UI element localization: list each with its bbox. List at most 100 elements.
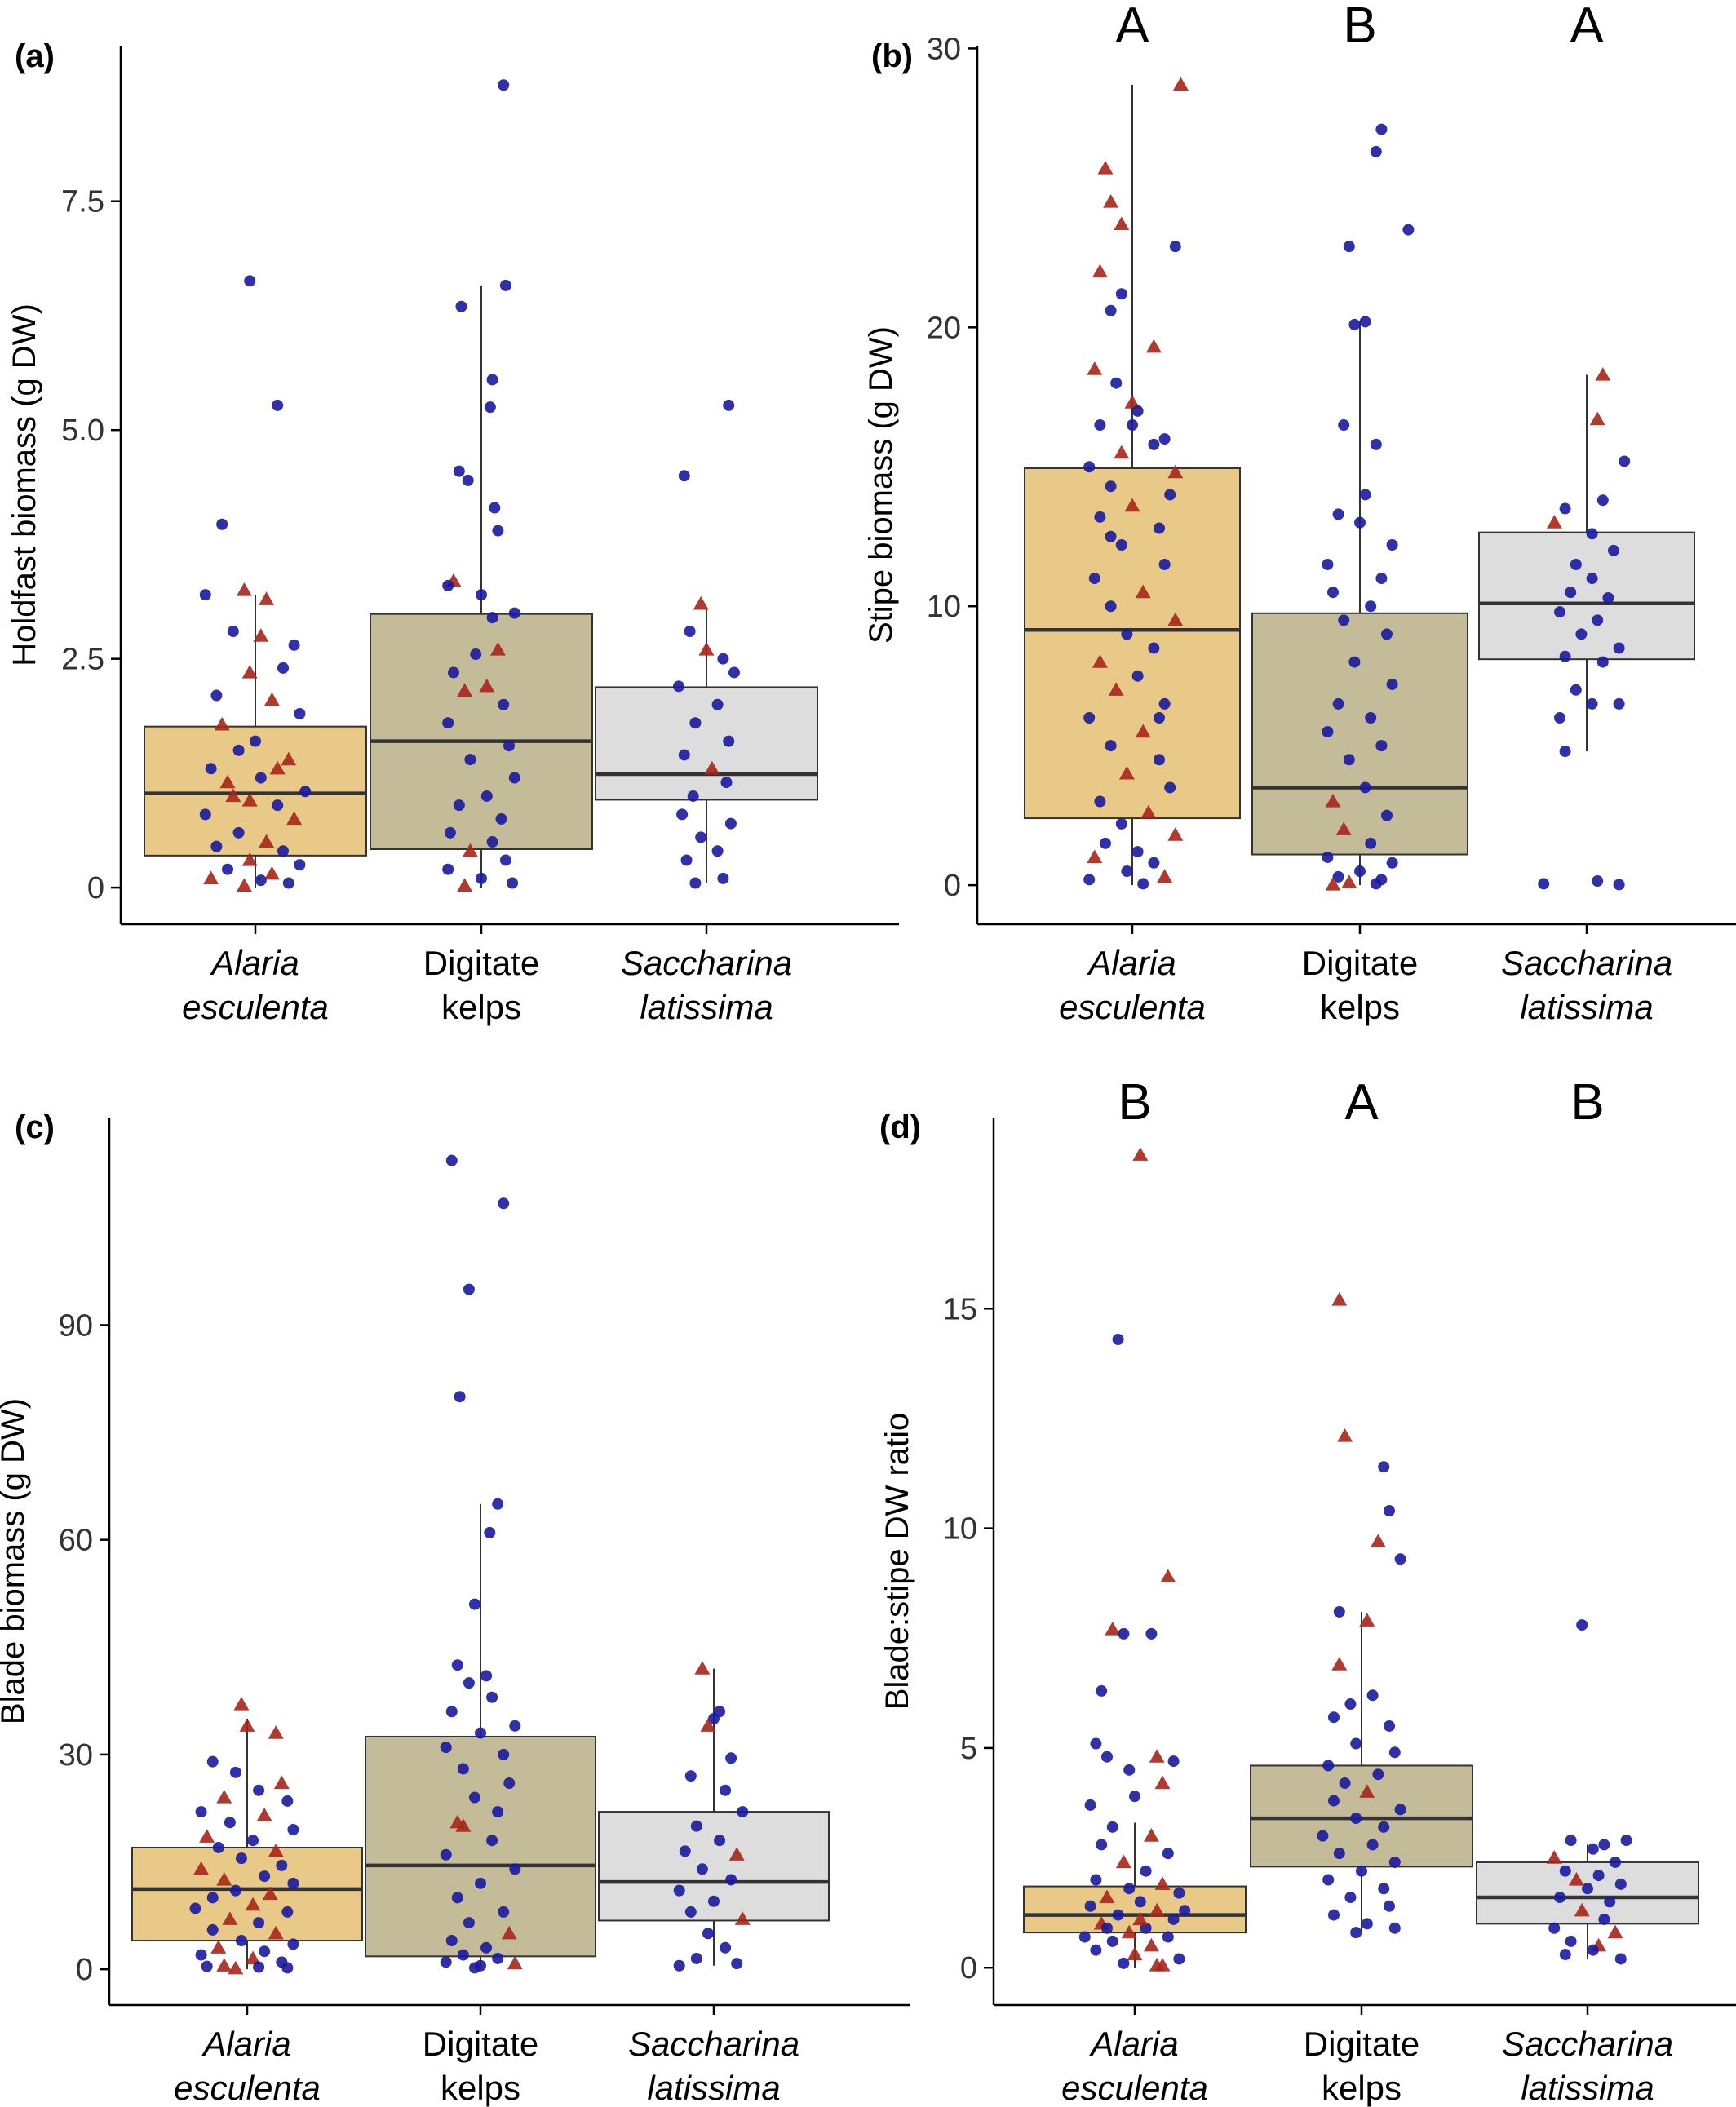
data-point-circle <box>451 1892 463 1904</box>
data-point-triangle <box>1341 874 1357 888</box>
data-point-triangle <box>216 1958 232 1972</box>
data-point-circle <box>680 854 693 866</box>
data-point-circle <box>720 777 733 789</box>
data-point-triangle <box>222 1911 238 1925</box>
data-point-circle <box>687 790 699 802</box>
data-point-circle <box>725 1874 737 1886</box>
data-point-circle <box>689 717 702 729</box>
data-point-circle <box>1132 405 1144 417</box>
data-point-circle <box>253 1917 265 1929</box>
data-point-triangle <box>216 1790 232 1804</box>
data-point-circle <box>445 1935 458 1947</box>
data-point-triangle <box>1114 445 1130 459</box>
data-point-circle <box>1592 614 1604 626</box>
data-point-circle <box>277 845 289 857</box>
data-point-circle <box>468 1791 480 1804</box>
data-point-circle <box>277 662 289 674</box>
y-axis-label: Blade biomass (g DW) <box>0 1398 31 1724</box>
data-point-circle <box>1158 433 1171 445</box>
data-point-circle <box>470 648 482 661</box>
data-point-circle <box>1083 711 1096 724</box>
data-point-circle <box>1162 1848 1174 1860</box>
data-point-circle <box>508 772 520 784</box>
data-point-circle <box>1565 1935 1577 1947</box>
data-point-circle <box>475 1877 486 1889</box>
x-tick-label-line2: kelps <box>1320 988 1400 1026</box>
data-point-circle <box>1110 377 1123 389</box>
data-point-circle <box>1388 1856 1401 1868</box>
data-point-triangle <box>1167 464 1184 479</box>
data-point-circle <box>1350 1927 1362 1939</box>
data-point-circle <box>281 1962 294 1974</box>
data-point-triangle <box>1149 1958 1165 1972</box>
box-0 <box>1024 467 1241 820</box>
data-point-circle <box>250 735 261 747</box>
data-point-circle <box>457 1763 469 1775</box>
data-point-circle <box>1344 1892 1357 1904</box>
data-point-circle <box>1372 1768 1384 1781</box>
data-point-triangle <box>462 843 478 857</box>
data-point-circle <box>492 1952 504 1964</box>
data-point-triangle <box>698 641 715 656</box>
data-point-triangle <box>1132 1911 1149 1926</box>
x-tick-label-line1: Alaria <box>201 2025 290 2063</box>
data-point-circle <box>206 1923 219 1936</box>
data-point-circle <box>1096 1684 1108 1697</box>
data-point-triangle <box>264 865 280 880</box>
data-point-circle <box>720 1784 732 1796</box>
data-point-circle <box>1384 1900 1395 1912</box>
data-point-triangle <box>1140 804 1157 819</box>
data-point-circle <box>503 740 515 752</box>
data-point-circle <box>1105 304 1117 316</box>
data-point-triangle <box>1157 869 1173 883</box>
y-tick-label: 0 <box>944 869 961 903</box>
data-point-circle <box>1378 1461 1390 1473</box>
data-point-circle <box>1359 316 1371 328</box>
data-point-circle <box>440 1956 452 1968</box>
data-point-circle <box>1094 795 1106 808</box>
x-tick-label-line1: Saccharina <box>621 944 792 982</box>
data-point-triangle <box>704 760 720 775</box>
data-point-circle <box>695 831 707 843</box>
data-point-circle <box>1575 628 1588 640</box>
box-1 <box>1251 612 1468 856</box>
data-point-circle <box>212 1841 224 1853</box>
data-point-circle <box>1137 878 1149 890</box>
data-point-circle <box>684 1770 697 1782</box>
y-axis-label: Holdfast biomass (g DW) <box>7 303 42 666</box>
data-point-circle <box>1370 145 1382 157</box>
data-point-circle <box>1084 1799 1096 1811</box>
data-point-circle <box>195 1949 207 1961</box>
y-axis-label: Stipe biomass (g DW) <box>863 326 899 644</box>
data-point-triangle <box>241 852 258 866</box>
data-point-circle <box>1322 558 1334 570</box>
data-point-triangle <box>281 751 297 766</box>
data-point-triangle <box>457 878 473 892</box>
data-point-triangle <box>1154 1876 1171 1891</box>
data-point-circle <box>1365 600 1377 613</box>
data-point-circle <box>1132 846 1144 858</box>
chart-panel-1: 0 10 20 30 Stipe biomass (g DW) (b) Alaria escu… <box>863 0 1736 1026</box>
data-point-triangle <box>501 1925 517 1940</box>
x-tick-label-line1: Digitate <box>423 2025 538 2063</box>
data-point-circle <box>1559 1865 1571 1877</box>
data-point-circle <box>1604 1896 1616 1908</box>
x-tick-label-line2: latissima <box>1521 2069 1654 2107</box>
data-point-circle <box>723 399 735 411</box>
data-point-triangle <box>259 591 275 605</box>
data-point-triangle <box>193 1861 210 1875</box>
data-point-circle <box>486 374 498 386</box>
data-point-triangle <box>1337 1428 1353 1442</box>
data-point-circle <box>1162 1931 1174 1943</box>
data-point-circle <box>475 1727 486 1739</box>
data-point-triangle <box>1132 1147 1149 1161</box>
data-point-triangle <box>1103 193 1119 208</box>
data-point-triangle <box>489 641 506 656</box>
data-point-triangle <box>1359 1613 1375 1627</box>
y-tick-label: 60 <box>59 1524 93 1558</box>
data-point-triangle <box>728 1847 745 1861</box>
data-point-circle <box>299 786 312 798</box>
data-point-circle <box>1173 1953 1185 1965</box>
data-point-circle <box>1586 697 1598 710</box>
data-point-triangle <box>1135 584 1151 599</box>
